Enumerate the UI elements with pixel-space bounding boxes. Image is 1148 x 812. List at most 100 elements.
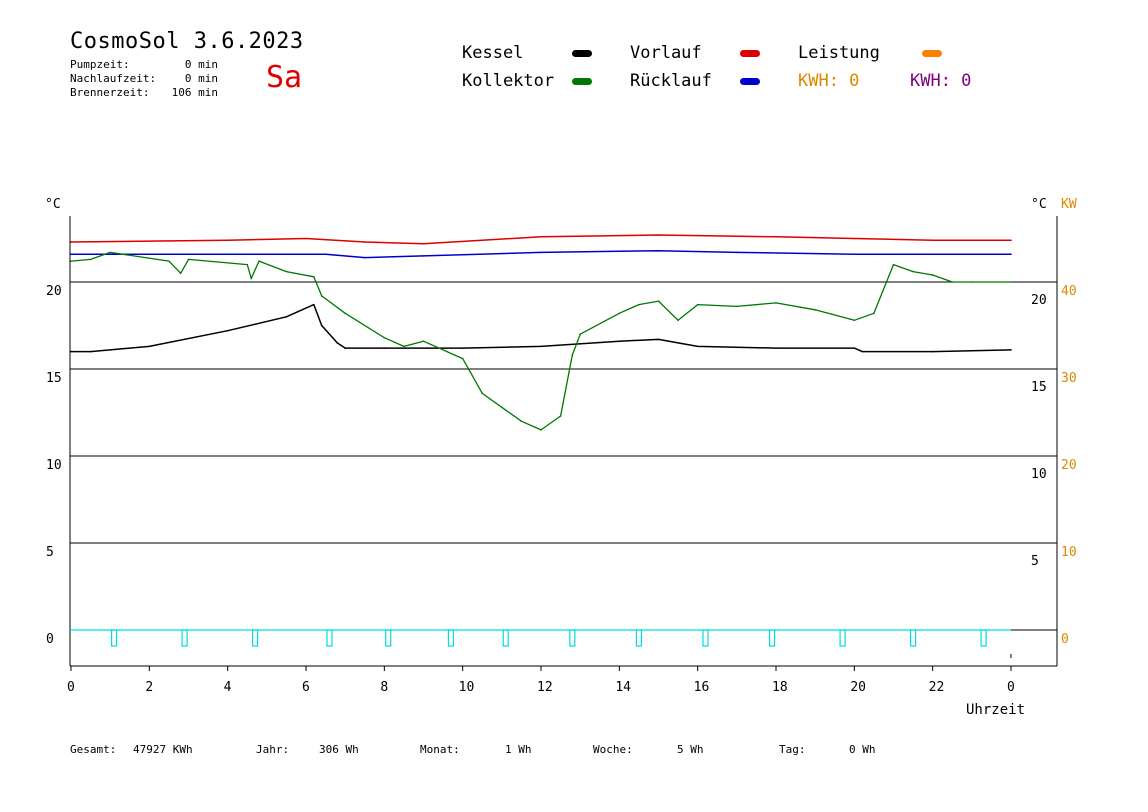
x-tick-label: 2 (145, 680, 153, 695)
legend-leistung: Leistung (798, 43, 880, 63)
data-point-kollektor (250, 277, 252, 280)
nachlauf-value: 0 min (184, 72, 218, 85)
data-point-ruecklauf (1010, 253, 1012, 255)
data-point-vorlauf (775, 235, 777, 238)
data-point-ruecklauf (540, 251, 542, 254)
footer-tag-value: 0 Wh (849, 743, 876, 756)
footer-gesamt-value: 47927 KWh (133, 743, 193, 756)
data-point-kollektor (246, 263, 249, 266)
data-point-ruecklauf (736, 251, 738, 254)
footer-gesamt-label: Gesamt: (70, 743, 117, 756)
data-point-kollektor (187, 258, 190, 261)
x-tick-label: 20 (850, 680, 866, 695)
footer-tag-label: Tag: (779, 743, 806, 756)
data-point-kollektor (853, 319, 856, 322)
data-point-kollektor (258, 260, 260, 262)
legend-ruecklauf: Rücklauf (630, 71, 712, 91)
data-point-kollektor (579, 333, 581, 336)
data-point-ruecklauf (226, 253, 229, 255)
x-tick-label: 0 (1007, 680, 1015, 695)
data-point-ruecklauf (657, 249, 660, 252)
data-point-vorlauf (305, 237, 307, 240)
data-point-ruecklauf (931, 253, 934, 255)
data-point-kollektor (971, 281, 973, 283)
legend-kollektor-swatch (572, 78, 592, 85)
series-layer (70, 234, 1012, 431)
data-point-kessel (775, 347, 777, 349)
data-point-kollektor (461, 357, 464, 360)
x-tick-label: 8 (380, 680, 388, 695)
data-point-kessel (148, 345, 151, 348)
brenner-label: Brennerzeit: (70, 86, 150, 99)
y-tick-label-left: 5 (46, 545, 54, 560)
y-tick-label-right: 15 (1031, 380, 1047, 395)
brenner-value: 106 min (171, 86, 218, 99)
legend-leistung-swatch (922, 50, 942, 57)
data-point-kessel (226, 329, 229, 332)
data-point-kollektor (775, 302, 777, 304)
pump-marker (909, 629, 917, 647)
data-point-kessel (853, 347, 856, 349)
data-point-kessel (383, 347, 386, 349)
data-point-kessel (618, 340, 621, 342)
pump-label: Pumpzeit: (70, 58, 130, 71)
nachlauf-label: Nachlaufzeit: (70, 72, 157, 85)
y-tick-label-kw: 20 (1061, 458, 1077, 473)
legend-kwh-total: KWH: 0 (910, 71, 972, 91)
x-axis-label: Uhrzeit (966, 702, 1025, 718)
footer-monat-label: Monat: (420, 743, 460, 756)
x-tick-label: 12 (537, 680, 553, 695)
data-point-kessel (657, 338, 660, 341)
series-line-kollektor (70, 251, 1011, 431)
pump-marker (502, 629, 509, 647)
data-point-kollektor (481, 392, 484, 395)
data-point-kollektor (320, 295, 323, 297)
data-point-kessel (540, 345, 542, 348)
y-tick-label-right: 10 (1031, 467, 1047, 482)
pump-marker (635, 629, 643, 647)
data-point-kollektor (559, 415, 562, 417)
y-axis-label-right: °C (1031, 197, 1047, 212)
data-point-kollektor (1010, 281, 1012, 283)
data-point-ruecklauf (70, 253, 72, 255)
pump-marker (768, 629, 776, 647)
x-tick-label: 4 (224, 680, 232, 695)
pump-marker (110, 629, 118, 647)
pump-marker (181, 629, 188, 647)
page-title: CosmoSol 3.6.2023 (70, 29, 304, 54)
data-point-vorlauf (540, 235, 542, 238)
data-point-kollektor (912, 270, 914, 273)
data-point-kollektor (814, 309, 816, 311)
footer-woche-value: 5 Wh (677, 743, 704, 756)
data-point-kollektor (285, 270, 288, 273)
pump-marker (569, 629, 576, 647)
y-tick-label-right: 20 (1031, 293, 1047, 308)
data-point-kollektor (618, 312, 621, 315)
y-tick-label-left: 20 (46, 284, 62, 299)
data-point-kollektor (931, 274, 934, 276)
data-point-kollektor (520, 420, 523, 423)
data-point-kessel (89, 350, 92, 353)
x-tick-label: 22 (929, 680, 945, 695)
data-point-kollektor (422, 340, 425, 342)
pump-value: 0 min (184, 58, 218, 71)
data-point-kessel (285, 316, 288, 318)
data-point-vorlauf (363, 241, 366, 243)
data-point-kollektor (89, 258, 92, 261)
data-point-kessel (320, 324, 323, 327)
data-point-kessel (1010, 349, 1012, 351)
y-tick-label-kw: 30 (1061, 371, 1077, 386)
data-point-kessel (461, 347, 464, 349)
data-point-kollektor (873, 312, 875, 315)
footer-jahr-value: 306 Wh (319, 743, 359, 756)
data-point-vorlauf (70, 241, 72, 243)
data-point-ruecklauf (324, 253, 327, 255)
x-tick-label: 16 (694, 680, 710, 695)
grid-layer (70, 281, 1057, 631)
day-label: Sa (266, 60, 303, 95)
pump-layer (70, 629, 1011, 647)
data-point-kollektor (70, 260, 72, 262)
data-point-ruecklauf (363, 256, 366, 259)
data-point-kollektor (403, 345, 405, 348)
